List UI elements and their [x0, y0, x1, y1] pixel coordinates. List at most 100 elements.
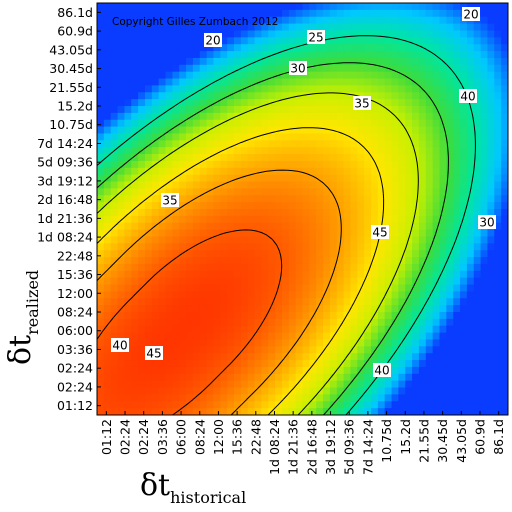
- heatmap-cell: [103, 263, 112, 272]
- heatmap-cell: [412, 270, 420, 279]
- heatmap-cell: [405, 147, 413, 155]
- heatmap-cell: [206, 401, 215, 409]
- heatmap-cell: [110, 167, 119, 176]
- y-axis-label: δtrealized: [3, 270, 42, 365]
- heatmap-cell: [165, 373, 173, 382]
- heatmap-cell: [179, 284, 187, 292]
- heatmap-cell: [412, 181, 420, 189]
- heatmap-cell: [268, 257, 276, 265]
- heatmap-cell: [131, 346, 139, 354]
- heatmap-cell: [144, 305, 153, 313]
- heatmap-cell: [254, 71, 262, 80]
- heatmap-cell: [186, 373, 194, 382]
- heatmap-cell: [144, 23, 153, 32]
- heatmap-cell: [412, 291, 420, 299]
- heatmap-cell: [213, 346, 221, 354]
- heatmap-cell: [329, 37, 338, 45]
- heatmap-cell: [144, 291, 153, 299]
- heatmap-cell: [124, 353, 132, 361]
- heatmap-cell: [288, 250, 297, 258]
- heatmap-cell: [425, 78, 434, 86]
- heatmap-cell: [398, 160, 406, 169]
- heatmap-cell: [343, 312, 352, 320]
- heatmap-cell: [138, 167, 146, 176]
- heatmap-cell: [234, 263, 242, 272]
- heatmap-cell: [460, 174, 468, 183]
- heatmap-cell: [151, 366, 160, 375]
- heatmap-cell: [405, 154, 413, 162]
- heatmap-cell: [103, 202, 112, 210]
- heatmap-cell: [364, 229, 372, 238]
- heatmap-cell: [309, 360, 317, 368]
- heatmap-cell: [384, 85, 393, 93]
- heatmap-cell: [446, 44, 454, 52]
- heatmap-cell: [179, 250, 187, 258]
- heatmap-cell: [268, 339, 276, 347]
- heatmap-cell: [460, 346, 468, 354]
- heatmap-cell: [487, 209, 495, 217]
- heatmap-cell: [227, 318, 235, 327]
- heatmap-cell: [460, 312, 468, 320]
- heatmap-cell: [487, 318, 495, 327]
- heatmap-cell: [234, 188, 242, 196]
- heatmap-cell: [501, 277, 508, 286]
- heatmap-cell: [343, 112, 352, 121]
- heatmap-cell: [144, 51, 153, 59]
- heatmap-cell: [227, 57, 235, 66]
- heatmap-cell: [268, 346, 276, 354]
- heatmap-cell: [453, 209, 461, 217]
- x-tick-label: 10.75d: [379, 419, 394, 463]
- heatmap-cell: [117, 325, 125, 334]
- heatmap-cell: [432, 243, 441, 251]
- heatmap-cell: [377, 51, 386, 59]
- heatmap-cell: [412, 394, 420, 402]
- heatmap-cell: [405, 312, 413, 320]
- heatmap-cell: [460, 394, 468, 402]
- heatmap-cell: [494, 195, 502, 203]
- heatmap-cell: [247, 85, 256, 93]
- heatmap-cell: [302, 119, 310, 128]
- heatmap-cell: [405, 360, 413, 368]
- heatmap-cell: [261, 202, 269, 210]
- heatmap-cell: [473, 140, 482, 148]
- heatmap-cell: [117, 318, 125, 327]
- heatmap-cell: [466, 387, 475, 395]
- heatmap-cell: [329, 394, 338, 402]
- heatmap-cell: [446, 9, 454, 18]
- heatmap-cell: [295, 126, 304, 135]
- heatmap-cell: [213, 57, 221, 66]
- heatmap-cell: [439, 30, 447, 38]
- heatmap-cell: [473, 394, 482, 402]
- heatmap-cell: [425, 250, 434, 258]
- heatmap-cell: [179, 99, 187, 107]
- heatmap-cell: [275, 99, 283, 107]
- y-tick-label: 03:36: [57, 342, 93, 357]
- heatmap-cell: [151, 339, 160, 347]
- heatmap-cell: [412, 380, 420, 389]
- heatmap-cell: [261, 394, 269, 402]
- heatmap-cell: [460, 284, 468, 292]
- heatmap-cell: [425, 353, 434, 361]
- heatmap-cell: [494, 263, 502, 272]
- heatmap-cell: [439, 167, 447, 176]
- heatmap-cell: [254, 167, 262, 176]
- heatmap-cell: [261, 209, 269, 217]
- heatmap-cell: [117, 291, 125, 299]
- heatmap-cell: [165, 325, 173, 334]
- heatmap-cell: [473, 366, 482, 375]
- heatmap-cell: [391, 57, 399, 66]
- heatmap-cell: [186, 270, 194, 279]
- heatmap-cell: [131, 325, 139, 334]
- heatmap-cell: [405, 209, 413, 217]
- heatmap-cell: [316, 85, 324, 93]
- heatmap-cell: [234, 78, 242, 86]
- heatmap-cell: [151, 181, 160, 189]
- heatmap-cell: [460, 298, 468, 306]
- heatmap-cell: [138, 181, 146, 189]
- heatmap-cell: [172, 112, 180, 121]
- heatmap-cell: [234, 99, 242, 107]
- heatmap-cell: [103, 3, 112, 11]
- heatmap-cell: [234, 339, 242, 347]
- heatmap-cell: [268, 112, 276, 121]
- heatmap-cell: [329, 360, 338, 368]
